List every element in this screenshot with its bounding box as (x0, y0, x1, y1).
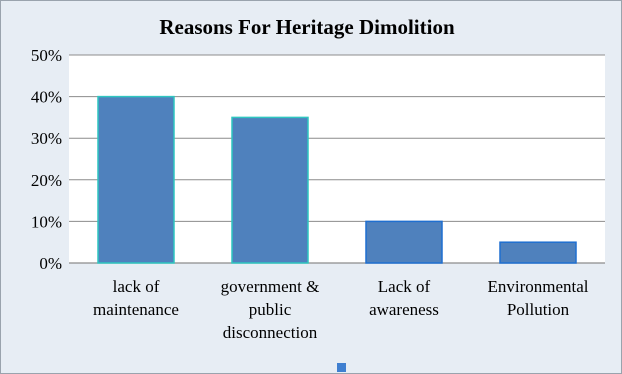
x-tick-label: Environmental Pollution (487, 277, 588, 319)
y-tick-label: 0% (39, 254, 62, 273)
bar (231, 116, 309, 264)
bar (97, 95, 175, 264)
y-tick-label: 20% (31, 171, 62, 190)
bar (365, 220, 443, 264)
bars (97, 95, 577, 264)
y-tick-label: 30% (31, 129, 62, 148)
x-tick-label: lack of maintenance (93, 277, 179, 319)
y-tick-label: 50% (31, 46, 62, 65)
legend-swatch (337, 363, 346, 372)
y-axis-ticks: 0% 10% 20% 30% 40% 50% (31, 46, 62, 273)
chart-title: Reasons For Heritage Dimolition (159, 15, 455, 39)
y-tick-label: 40% (31, 88, 62, 107)
x-axis-labels: lack of maintenance government & public disc… (93, 277, 589, 342)
x-tick-label: government & public disconnection (221, 277, 320, 342)
bar (499, 241, 577, 264)
x-tick-label: Lack of awareness (369, 277, 439, 319)
y-tick-label: 10% (31, 212, 62, 231)
